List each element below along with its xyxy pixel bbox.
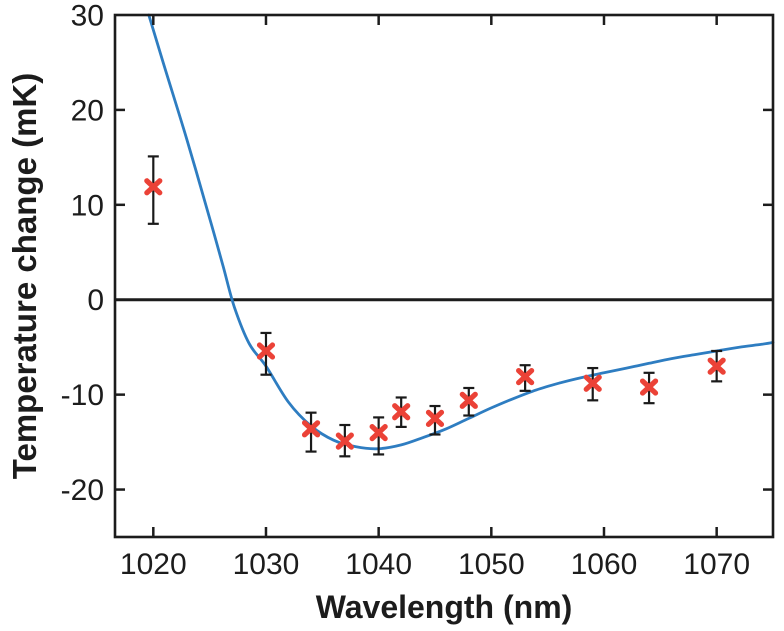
x-tick-label: 1030 [233, 548, 300, 581]
axes-frame-layer [113, 13, 775, 539]
x-axis-label: Wavelength (nm) [316, 589, 573, 625]
x-marker [256, 342, 276, 360]
x-marker [392, 403, 411, 421]
x-tick-label: 1040 [345, 548, 412, 581]
x-marker-stroke [516, 368, 535, 386]
x-marker [144, 178, 163, 196]
theory-curve-layer [147, 13, 775, 451]
y-tick-label: -10 [61, 379, 104, 412]
x-marker-stroke [335, 432, 354, 450]
x-marker-stroke [392, 403, 411, 421]
x-marker [369, 424, 388, 442]
plot-frame [113, 13, 775, 539]
x-marker [639, 378, 659, 396]
theory-curve [147, 13, 775, 451]
x-marker-stroke [144, 178, 163, 196]
x-tick-label: 1070 [683, 548, 750, 581]
x-marker [459, 391, 478, 409]
x-marker-stroke [639, 378, 659, 396]
y-tick-label: 30 [71, 0, 104, 33]
y-tick-label: -20 [61, 474, 104, 507]
x-marker-stroke [459, 391, 478, 409]
y-tick-label: 0 [87, 284, 104, 317]
y-tick-label: 20 [71, 94, 104, 127]
x-marker [516, 368, 535, 386]
x-marker [335, 432, 354, 450]
x-marker-stroke [583, 374, 602, 392]
x-marker [425, 409, 445, 427]
x-marker [583, 374, 602, 392]
x-tick-label: 1060 [571, 548, 638, 581]
data-marker-layer [144, 178, 726, 450]
x-marker-stroke [425, 409, 445, 427]
y-tick-label: 10 [71, 189, 104, 222]
y-axis-label: Temperature change (mK) [6, 73, 43, 479]
x-marker-stroke [301, 420, 321, 438]
x-marker-stroke [369, 424, 388, 442]
x-marker [707, 357, 726, 375]
x-marker [301, 420, 321, 438]
x-tick-label: 1050 [458, 548, 525, 581]
x-tick-label: 1020 [120, 548, 187, 581]
x-marker-stroke [707, 357, 726, 375]
x-marker-stroke [256, 342, 276, 360]
